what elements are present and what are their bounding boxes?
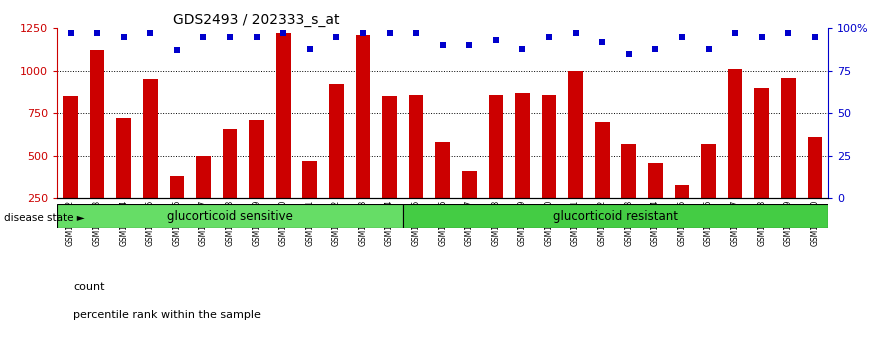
Point <box>249 34 263 40</box>
Bar <box>542 95 556 241</box>
Bar <box>329 84 344 241</box>
Bar <box>462 171 477 241</box>
Point <box>622 51 636 57</box>
Point <box>116 34 130 40</box>
Point <box>63 30 78 36</box>
Point <box>409 30 423 36</box>
Point <box>276 30 290 36</box>
Bar <box>90 50 105 241</box>
Bar <box>808 137 822 241</box>
Bar <box>781 78 796 241</box>
Bar <box>409 95 424 241</box>
Point <box>515 46 529 52</box>
Bar <box>435 142 450 241</box>
Bar <box>302 161 317 241</box>
Bar <box>223 129 237 241</box>
Text: count: count <box>73 282 105 292</box>
Bar <box>169 176 184 241</box>
Point <box>701 46 715 52</box>
Point <box>436 42 450 48</box>
Bar <box>249 120 264 241</box>
Bar <box>515 93 529 241</box>
Bar <box>382 96 396 241</box>
Point <box>382 30 396 36</box>
Text: glucorticoid sensitive: glucorticoid sensitive <box>167 210 293 223</box>
Bar <box>675 185 689 241</box>
Text: GDS2493 / 202333_s_at: GDS2493 / 202333_s_at <box>173 13 339 27</box>
Point <box>675 34 689 40</box>
Bar <box>356 35 370 241</box>
Point <box>196 34 211 40</box>
Point <box>463 42 477 48</box>
Point <box>648 46 663 52</box>
Bar <box>63 96 78 241</box>
Point <box>542 34 556 40</box>
Bar <box>595 122 610 241</box>
Point <box>808 34 822 40</box>
Bar <box>57 204 403 228</box>
Point <box>755 34 769 40</box>
Bar <box>728 69 743 241</box>
Point <box>90 30 104 36</box>
Point <box>596 39 610 45</box>
Bar <box>568 71 583 241</box>
Bar <box>489 95 503 241</box>
Text: glucorticoid resistant: glucorticoid resistant <box>553 210 678 223</box>
Bar <box>621 144 636 241</box>
Bar <box>196 156 211 241</box>
Point <box>356 30 370 36</box>
Point <box>170 47 184 53</box>
Bar <box>116 118 131 241</box>
Point <box>329 34 344 40</box>
Point <box>223 34 237 40</box>
Bar <box>276 33 291 241</box>
Bar <box>403 204 828 228</box>
Point <box>781 30 796 36</box>
Bar <box>754 88 769 241</box>
Text: disease state ►: disease state ► <box>4 213 85 223</box>
Bar <box>648 162 663 241</box>
Bar <box>143 79 158 241</box>
Point <box>489 38 503 43</box>
Text: percentile rank within the sample: percentile rank within the sample <box>73 310 261 320</box>
Point <box>728 30 742 36</box>
Bar <box>701 144 716 241</box>
Point <box>568 30 582 36</box>
Point <box>144 30 158 36</box>
Point <box>303 46 317 52</box>
